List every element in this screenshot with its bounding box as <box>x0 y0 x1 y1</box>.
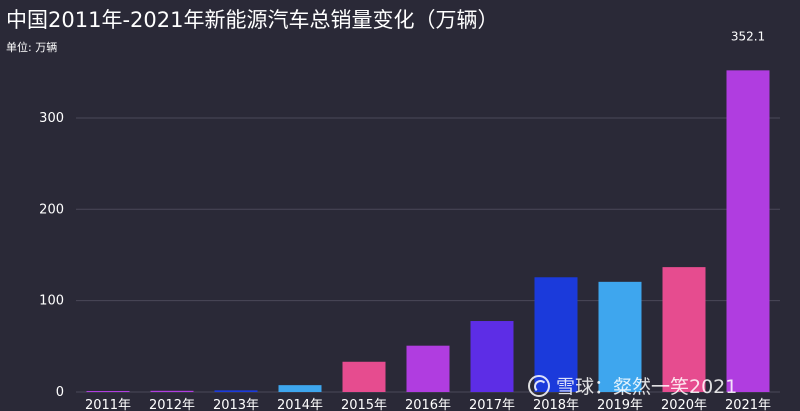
x-tick-label: 2011年 <box>85 398 131 411</box>
bar <box>726 70 770 392</box>
y-axis-ticks: 0 100 200 300 <box>39 111 64 400</box>
y-tick-label: 200 <box>39 202 64 217</box>
chart-title: 中国2011年-2021年新能源汽车总销量变化（万辆） <box>6 8 499 32</box>
x-tick-label: 2017年 <box>469 398 515 411</box>
bar <box>534 277 578 392</box>
y-tick-label: 300 <box>39 111 64 126</box>
x-tick-label: 2012年 <box>149 398 195 411</box>
x-tick-label: 2020年 <box>661 398 707 411</box>
bar <box>278 385 322 392</box>
x-tick-label: 2014年 <box>277 398 323 411</box>
x-axis-ticks: 2011年 2012年 2013年 2014年 2015年 2016年 2017年 2018年… <box>85 398 771 411</box>
watermark-text: 雪球：粲然一笑2021 <box>556 376 738 398</box>
x-tick-label: 2013年 <box>213 398 259 411</box>
data-label: 352.1 <box>731 29 765 43</box>
bar <box>470 321 514 392</box>
unit-label: 单位: 万辆 <box>6 41 58 54</box>
x-tick-label: 2016年 <box>405 398 451 411</box>
bars <box>86 70 770 392</box>
y-tick-label: 100 <box>39 294 64 309</box>
xueqiu-logo-icon <box>528 374 550 397</box>
y-tick-label: 0 <box>56 385 64 400</box>
bar <box>598 281 642 392</box>
bar <box>214 390 258 392</box>
bar <box>86 391 130 392</box>
value-labels: 352.1 <box>731 29 765 43</box>
x-tick-label: 2019年 <box>597 398 643 411</box>
bar <box>342 361 386 392</box>
x-tick-label: 2015年 <box>341 398 387 411</box>
bar <box>662 267 706 392</box>
bar <box>150 390 194 392</box>
bar <box>406 345 450 392</box>
x-tick-label: 2018年 <box>533 398 579 411</box>
watermark: 雪球：粲然一笑2021 <box>528 372 737 399</box>
x-tick-label: 2021年 <box>725 398 771 411</box>
